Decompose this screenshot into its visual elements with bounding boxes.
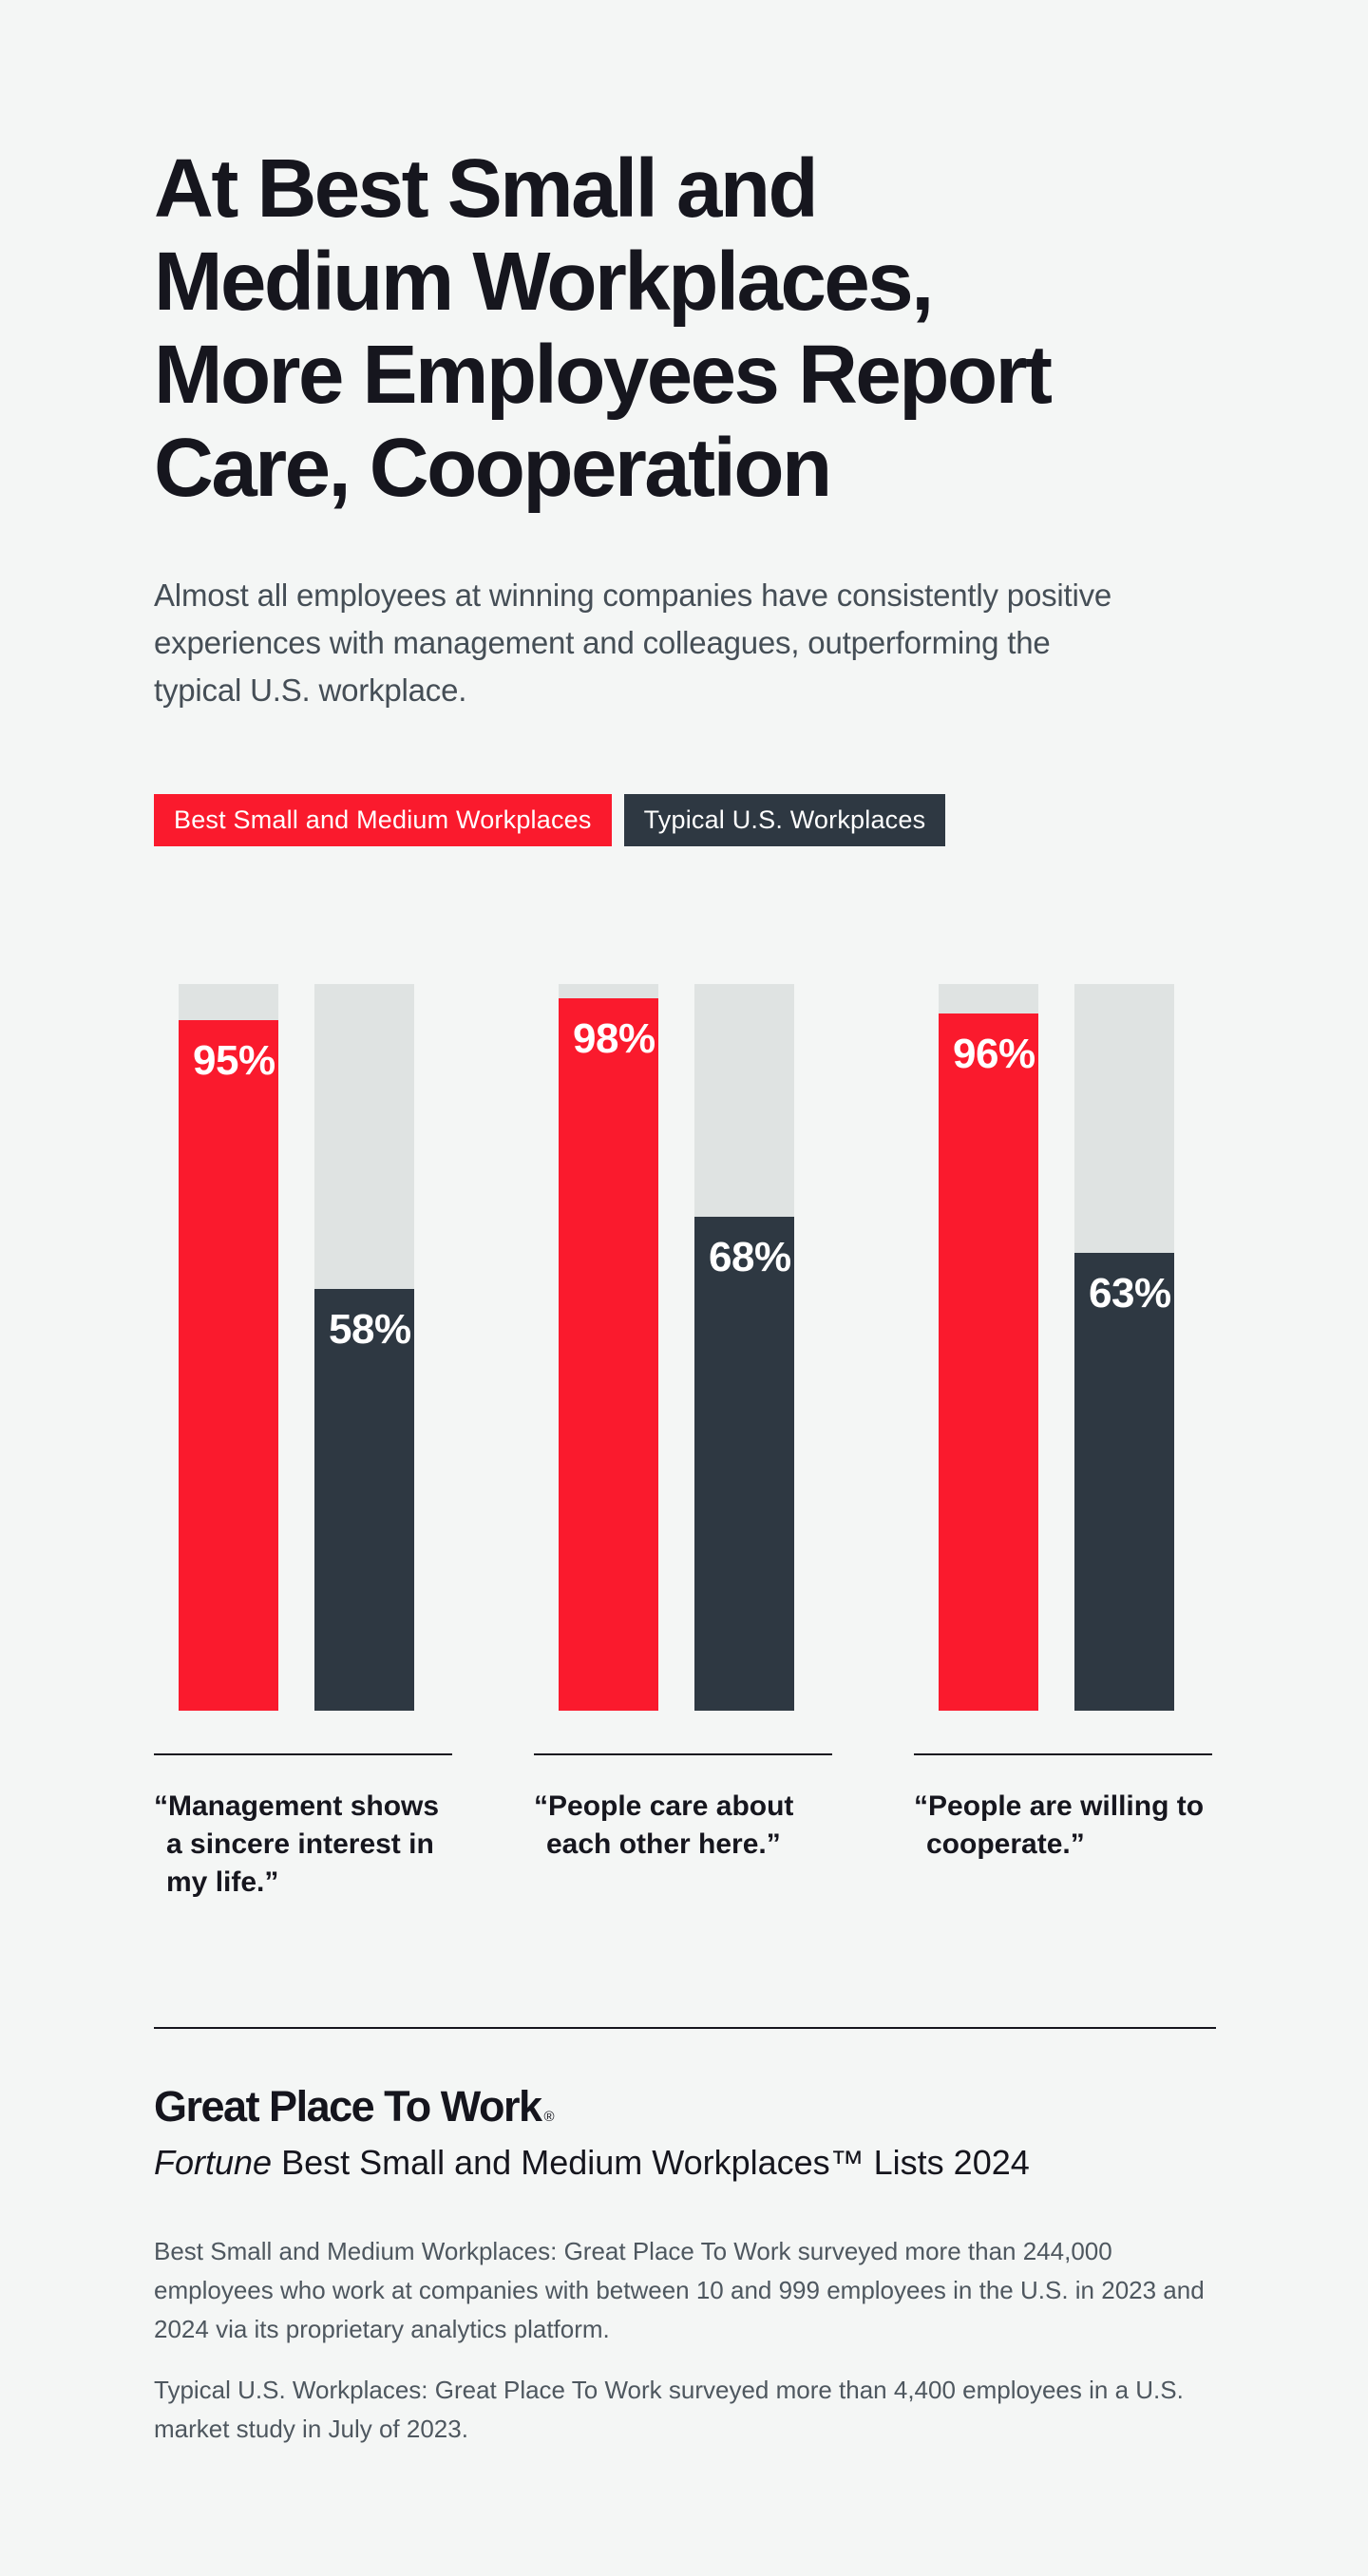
bar-fill-typical: 63% xyxy=(1074,1253,1174,1711)
title-line-2: Medium Workplaces, xyxy=(154,236,934,328)
bar-value-label: 98% xyxy=(573,1015,656,1063)
bar-track-typical: 68% xyxy=(694,984,794,1711)
footer-divider xyxy=(154,2027,1216,2029)
chart-group-2: 98% 68% “People care about each other he… xyxy=(534,984,832,1902)
title-line-4: Care, Cooperation xyxy=(154,422,832,514)
bar-pair: 98% 68% xyxy=(559,984,832,1711)
content-column: At Best Small and Medium Workplaces, Mor… xyxy=(154,0,1216,2449)
registered-mark: ® xyxy=(543,2109,555,2125)
bar-track-typical: 63% xyxy=(1074,984,1174,1711)
legend: Best Small and Medium Workplaces Typical… xyxy=(154,794,1216,846)
caption-rule xyxy=(914,1753,1212,1755)
bar-track-best: 96% xyxy=(939,984,1038,1711)
list-title: Fortune Best Small and Medium Workplaces… xyxy=(154,2141,1216,2185)
bar-fill-best: 98% xyxy=(559,998,658,1711)
bar-value-label: 95% xyxy=(193,1037,276,1085)
chart-group-1: 95% 58% “Management shows a sincere inte… xyxy=(154,984,452,1902)
footnote-best: Best Small and Medium Workplaces: Great … xyxy=(154,2237,1205,2343)
list-title-rest: Best Small and Medium Workplaces™ Lists … xyxy=(272,2143,1030,2182)
subtitle: Almost all employees at winning companie… xyxy=(154,578,1112,708)
caption-rule xyxy=(534,1753,832,1755)
footnote-typical: Typical U.S. Workplaces: Great Place To … xyxy=(154,2376,1184,2443)
caption-quote: “People care about each other here.” xyxy=(534,1790,794,1860)
gptw-logo-text: Great Place To Work xyxy=(154,2082,542,2131)
bar-track-typical: 58% xyxy=(314,984,414,1711)
bar-pair: 96% 63% xyxy=(939,984,1212,1711)
bar-pair: 95% 58% xyxy=(179,984,452,1711)
bar-value-label: 58% xyxy=(329,1306,411,1354)
bar-fill-typical: 58% xyxy=(314,1289,414,1711)
bar-fill-best: 96% xyxy=(939,1013,1038,1711)
legend-chip-typical: Typical U.S. Workplaces xyxy=(623,794,946,846)
page-title: At Best Small and Medium Workplaces, Mor… xyxy=(154,142,1216,515)
bar-fill-best: 95% xyxy=(179,1020,278,1711)
bar-value-label: 63% xyxy=(1089,1270,1171,1317)
caption-quote: “People are willing to cooperate.” xyxy=(914,1790,1205,1860)
list-title-fortune: Fortune xyxy=(154,2143,273,2182)
title-line-1: At Best Small and xyxy=(154,142,819,235)
bar-chart: 95% 58% “Management shows a sincere inte… xyxy=(154,984,1216,1902)
chart-group-3: 96% 63% “People are willing to cooperate… xyxy=(914,984,1212,1902)
bar-fill-typical: 68% xyxy=(694,1216,794,1711)
title-line-3: More Employees Report xyxy=(154,329,1053,421)
bar-value-label: 68% xyxy=(709,1233,791,1280)
caption-quote: “Management shows a sincere interest in … xyxy=(154,1790,440,1898)
bar-track-best: 95% xyxy=(179,984,278,1711)
bar-track-best: 98% xyxy=(559,984,658,1711)
caption-rule xyxy=(154,1753,452,1755)
gptw-logo: Great Place To Work ® xyxy=(154,2082,1216,2131)
bar-value-label: 96% xyxy=(953,1030,1036,1077)
legend-chip-best: Best Small and Medium Workplaces xyxy=(154,794,612,846)
